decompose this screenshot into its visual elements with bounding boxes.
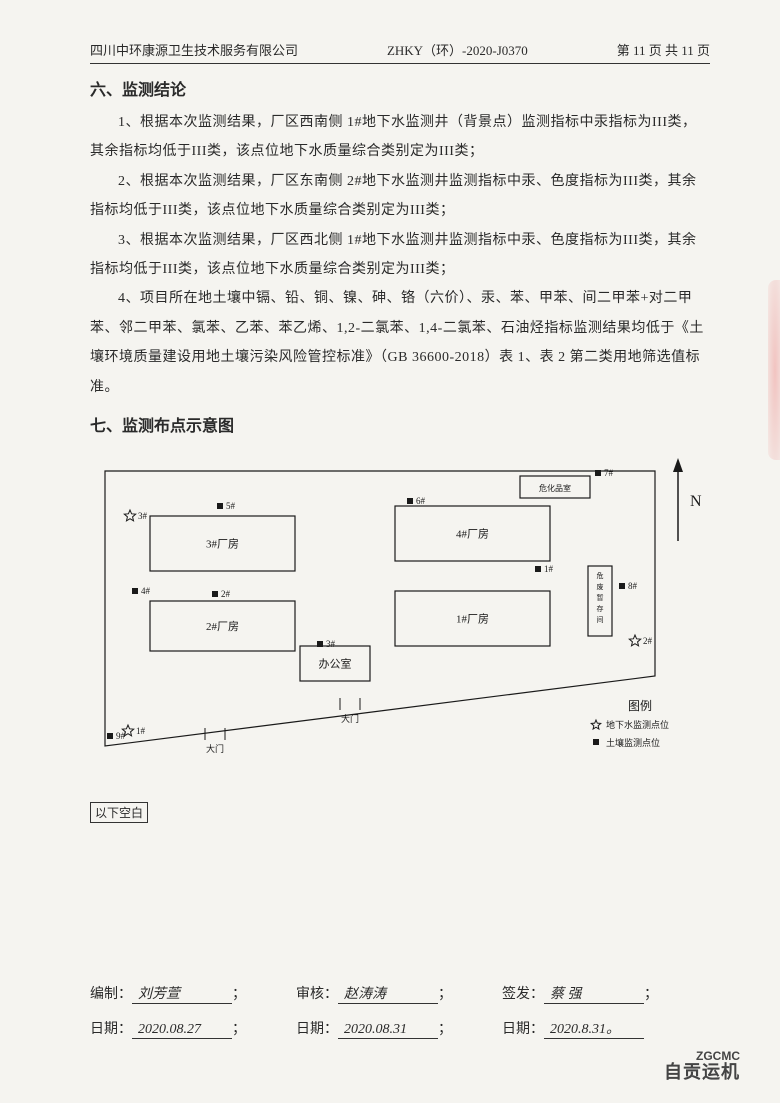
section6-p1: 1、根据本次监测结果，厂区西南侧 1#地下水监测井（背景点）监测指标中汞指标为I…	[90, 108, 710, 167]
svg-text:8#: 8#	[628, 581, 638, 591]
svg-text:地下水监测点位: 地下水监测点位	[606, 719, 669, 730]
sig-value: 赵涛涛	[338, 983, 438, 1004]
sig-label: 审核：	[296, 983, 338, 1003]
header-page: 第 11 页 共 11 页	[617, 40, 710, 59]
sig-value: 刘芳萱	[132, 983, 232, 1004]
sig-label: 签发：	[502, 983, 544, 1003]
red-seal-edge	[768, 280, 780, 460]
date-label: 日期：	[296, 1018, 338, 1038]
svg-text:危: 危	[597, 571, 604, 580]
svg-text:大门: 大门	[341, 713, 359, 724]
svg-text:1#: 1#	[544, 564, 554, 574]
svg-text:6#: 6#	[416, 496, 426, 506]
svg-text:废: 废	[597, 582, 604, 591]
date-label: 日期：	[502, 1018, 544, 1038]
svg-text:大门: 大门	[206, 743, 224, 754]
svg-text:4#厂房: 4#厂房	[456, 527, 489, 540]
date-value: 2020.08.27	[132, 1022, 232, 1039]
svg-text:办公室: 办公室	[319, 656, 352, 670]
svg-text:2#: 2#	[643, 636, 653, 646]
svg-text:存: 存	[597, 604, 604, 613]
svg-text:图例: 图例	[628, 699, 652, 713]
svg-text:3#厂房: 3#厂房	[206, 537, 239, 550]
section6-title: 六、监测结论	[90, 76, 710, 100]
section7-title: 七、监测布点示意图	[90, 412, 710, 436]
date-label: 日期：	[90, 1018, 132, 1038]
svg-text:5#: 5#	[226, 501, 236, 511]
svg-text:4#: 4#	[141, 586, 151, 596]
sig-label: 编制：	[90, 983, 132, 1003]
page-header: 四川中环康源卫生技术服务有限公司 ZHKY（环）-2020-J0370 第 11…	[90, 40, 710, 64]
svg-text:7#: 7#	[604, 468, 614, 478]
signature-block: 编制：刘芳萱； 审核：赵涛涛； 签发：蔡 强； 日期：2020.08.27； 日…	[90, 983, 710, 1053]
svg-text:危化品室: 危化品室	[539, 483, 571, 493]
section6-p4: 4、项目所在地土壤中镉、铅、铜、镍、砷、铬（六价）、汞、苯、甲苯、间二甲苯+对二…	[90, 284, 710, 402]
layout-diagram: 3#厂房2#厂房办公室4#厂房1#厂房危化品室危废暂存间9#5#4#2#3#6#…	[90, 446, 710, 786]
svg-text:暂: 暂	[597, 593, 604, 602]
svg-text:间: 间	[597, 616, 604, 624]
watermark-line2: 自贡运机	[664, 1063, 740, 1083]
svg-text:1#厂房: 1#厂房	[456, 612, 489, 625]
below-blank-label: 以下空白	[90, 802, 148, 823]
svg-text:2#厂房: 2#厂房	[206, 620, 239, 633]
svg-text:1#: 1#	[136, 726, 146, 736]
watermark-logo: ZGCMC 自贡运机	[664, 1050, 740, 1083]
date-value: 2020.8.31。	[544, 1018, 644, 1039]
svg-text:2#: 2#	[221, 589, 231, 599]
header-docno: ZHKY（环）-2020-J0370	[387, 40, 528, 59]
svg-text:3#: 3#	[138, 511, 148, 521]
date-value: 2020.08.31	[338, 1022, 438, 1039]
header-company: 四川中环康源卫生技术服务有限公司	[90, 40, 298, 59]
sig-value: 蔡 强	[544, 983, 644, 1004]
section6-p3: 3、根据本次监测结果，厂区西北侧 1#地下水监测井监测指标中汞、色度指标为III…	[90, 226, 710, 285]
svg-text:3#: 3#	[326, 639, 336, 649]
svg-text:N: N	[690, 493, 702, 510]
section6-p2: 2、根据本次监测结果，厂区东南侧 2#地下水监测井监测指标中汞、色度指标为III…	[90, 167, 710, 226]
svg-text:土壤监测点位: 土壤监测点位	[606, 737, 660, 748]
